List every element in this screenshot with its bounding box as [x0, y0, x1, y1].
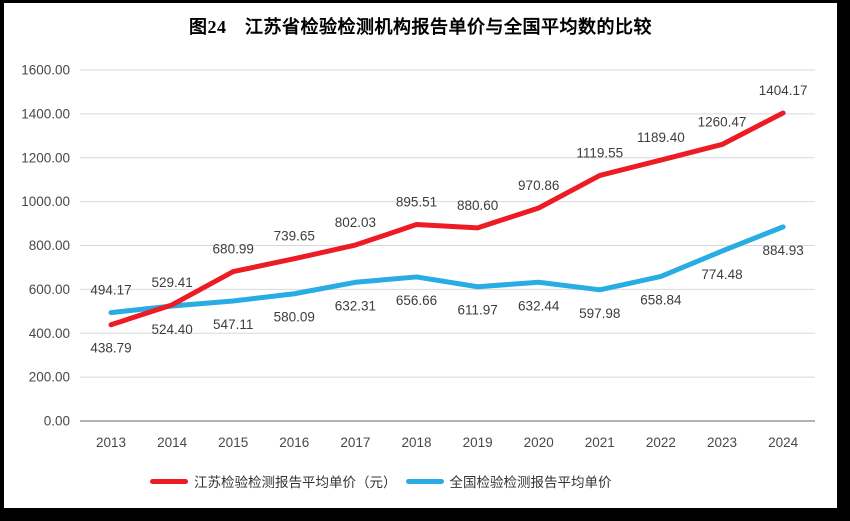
data-label: 895.51 — [396, 195, 437, 210]
data-labels-jiangsu: 438.79 529.41 680.99 739.65 802.03 895.51 880.… — [90, 83, 807, 356]
series-line-national — [108, 224, 786, 316]
data-label: 611.97 — [457, 303, 497, 318]
x-tick-label: 2019 — [463, 435, 493, 450]
data-label: 529.41 — [151, 275, 192, 290]
data-label: 632.31 — [335, 298, 376, 313]
x-tick-label: 2013 — [96, 435, 126, 450]
y-tick-label: 200.00 — [29, 370, 70, 385]
x-axis-labels: 2013 2014 2015 2016 2017 2018 2019 2020 2021 2022… — [96, 435, 799, 450]
gridlines — [80, 69, 815, 422]
chart-page: 图24 江苏省检验检测机构报告单价与全国平均数的比较 0.00 200.00 400… — [4, 3, 837, 508]
x-tick-label: 2024 — [768, 435, 799, 450]
x-tick-label: 2018 — [401, 435, 431, 450]
data-label: 1119.55 — [576, 145, 623, 160]
chart-title: 图24 江苏省检验检测机构报告单价与全国平均数的比较 — [189, 17, 652, 37]
y-tick-label: 600.00 — [29, 282, 70, 297]
data-label: 597.98 — [579, 306, 620, 321]
legend-swatch-jiangsu — [150, 478, 188, 484]
x-tick-label: 2014 — [157, 435, 188, 450]
legend-label-jiangsu: 江苏检验检测报告平均单价（元） — [194, 475, 397, 490]
data-label: 802.03 — [335, 215, 376, 230]
data-label: 739.65 — [274, 229, 315, 244]
x-tick-label: 2022 — [646, 435, 676, 450]
data-label: 970.86 — [518, 178, 559, 193]
y-tick-label: 1000.00 — [21, 194, 70, 209]
legend-label-national: 全国检验检测报告平均单价 — [449, 475, 612, 490]
y-axis-labels: 0.00 200.00 400.00 600.00 800.00 1000.00 1200.… — [21, 63, 70, 429]
y-tick-label: 400.00 — [29, 326, 70, 341]
y-tick-label: 0.00 — [44, 414, 70, 429]
data-label: 1404.17 — [759, 83, 808, 98]
data-label: 656.66 — [396, 293, 437, 308]
data-label: 438.79 — [90, 341, 131, 356]
series-line-jiangsu — [108, 110, 786, 328]
data-label: 884.93 — [762, 243, 803, 258]
y-tick-label: 800.00 — [29, 238, 70, 253]
data-label: 774.48 — [701, 267, 742, 282]
x-tick-label: 2023 — [707, 435, 737, 450]
y-tick-label: 1400.00 — [21, 106, 70, 121]
data-label: 632.44 — [518, 298, 560, 313]
data-label: 547.11 — [213, 317, 253, 332]
data-label: 680.99 — [213, 242, 254, 257]
data-label: 580.09 — [274, 310, 315, 325]
data-labels-national: 494.17 524.40 547.11 580.09 632.31 656.66 611.… — [90, 243, 803, 337]
y-tick-label: 1600.00 — [21, 63, 70, 78]
line-chart: 0.00 200.00 400.00 600.00 800.00 1000.00 1200.… — [21, 63, 815, 450]
x-tick-label: 2017 — [340, 435, 370, 450]
legend: 江苏检验检测报告平均单价（元） 全国检验检测报告平均单价 — [150, 471, 621, 491]
x-tick-label: 2020 — [524, 435, 554, 450]
data-label: 1189.40 — [637, 130, 685, 145]
data-label: 494.17 — [90, 283, 131, 298]
x-tick-label: 2021 — [585, 435, 615, 450]
legend-swatch-national — [405, 478, 444, 484]
data-label: 658.84 — [640, 292, 682, 307]
data-label: 880.60 — [457, 198, 498, 213]
x-tick-label: 2016 — [279, 435, 309, 450]
y-tick-label: 1200.00 — [21, 150, 70, 165]
data-label: 524.40 — [151, 322, 192, 337]
data-label: 1260.47 — [698, 114, 747, 129]
x-tick-label: 2015 — [218, 435, 248, 450]
